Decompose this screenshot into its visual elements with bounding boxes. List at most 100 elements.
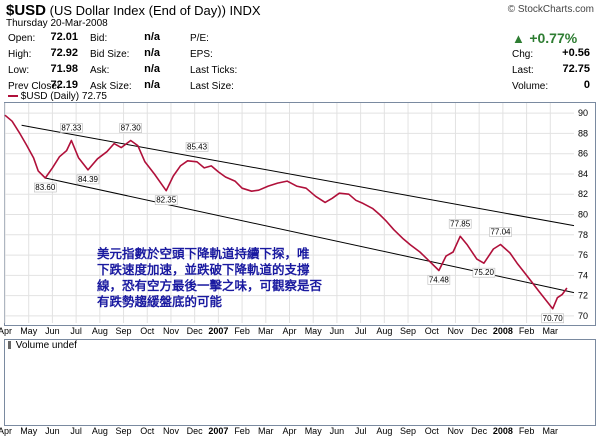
prev-close-value: 72.19 — [50, 79, 78, 91]
peak-label-box — [427, 275, 451, 285]
x-tick-label-bottom: May — [305, 426, 323, 436]
pct-change-value: +0.77% — [529, 30, 578, 46]
y-tick-label: 90 — [578, 108, 588, 118]
y-tick-label: 74 — [578, 270, 588, 280]
x-tick-label-bottom: Feb — [519, 426, 535, 436]
x-tick-label-bottom: Sep — [116, 426, 132, 436]
peak-label: 77.85 — [450, 219, 471, 228]
x-tick-label: Aug — [92, 326, 108, 336]
ask-size-label: Ask Size: — [90, 81, 132, 92]
x-tick-label-bottom: Dec — [471, 426, 488, 436]
y-tick-label: 70 — [578, 311, 588, 321]
x-tick-label: Jun — [330, 326, 345, 336]
quote-date: Thursday 20-Mar-2008 — [6, 18, 108, 29]
peak-label-box — [185, 142, 209, 152]
volume-panel — [4, 339, 596, 426]
pe-label: P/E: — [190, 33, 209, 44]
x-tick-label-bottom: Aug — [92, 426, 108, 436]
x-tick-label-bottom: May — [20, 426, 38, 436]
price-panel-label-text: $USD (Daily) 72.75 — [20, 91, 107, 102]
x-tick-label: Jul — [355, 326, 367, 336]
index-name: (US Dollar Index (End of Day)) — [49, 3, 226, 18]
y-tick-label: 72 — [578, 291, 588, 301]
x-tick-label: 2007 — [208, 326, 228, 336]
x-tick-label-bottom: Jun — [330, 426, 345, 436]
x-tick-label-bottom: Feb — [234, 426, 250, 436]
peak-label: 82.35 — [156, 196, 177, 205]
x-tick-label-bottom: Oct — [140, 426, 155, 436]
low-value: 71.98 — [50, 63, 78, 75]
bid-size-label: Bid Size: — [90, 49, 130, 60]
x-tick-label: Sep — [116, 326, 132, 336]
peak-label-box — [154, 195, 178, 205]
peak-label: 83.60 — [35, 183, 56, 192]
y-tick-label: 76 — [578, 250, 588, 260]
x-tick-label: Jun — [45, 326, 60, 336]
chg-value: +0.56 — [562, 47, 590, 59]
high-value: 72.92 — [50, 47, 78, 59]
x-tick-label-bottom: Jul — [70, 426, 82, 436]
x-tick-label-bottom: Dec — [187, 426, 204, 436]
peak-label-box — [489, 227, 512, 237]
peak-label-box — [76, 174, 100, 185]
pct-change: ▲ +0.77% — [512, 30, 577, 48]
x-tick-label-bottom: 2008 — [493, 426, 513, 436]
chart-title: $USD (US Dollar Index (End of Day)) INDX — [6, 2, 261, 19]
up-arrow-icon: ▲ — [512, 31, 525, 46]
price-line — [4, 114, 568, 310]
x-tick-label: Jul — [70, 326, 82, 336]
eps-label: EPS: — [190, 49, 213, 60]
symbol-text: $USD — [6, 2, 47, 19]
peak-label: 87.33 — [61, 124, 82, 133]
x-tick-label: Aug — [376, 326, 392, 336]
x-tick-label: Sep — [400, 326, 416, 336]
peak-label-box — [472, 267, 496, 278]
ask-value: n/a — [144, 63, 160, 75]
x-tick-label: Nov — [447, 326, 464, 336]
y-tick-label: 80 — [578, 210, 588, 220]
bid-label: Bid: — [90, 33, 108, 44]
last-label: Last: — [512, 65, 534, 76]
volume-legend-icon — [8, 341, 11, 350]
y-tick-label: 78 — [578, 230, 588, 240]
peak-label: 77.04 — [490, 228, 511, 237]
chg-label: Chg: — [512, 49, 534, 60]
peak-label-box — [34, 182, 57, 193]
ask-label: Ask: — [90, 65, 110, 76]
prev-close-label: Prev Close: — [8, 81, 60, 92]
low-label: Low: — [8, 65, 30, 76]
trendline — [21, 124, 575, 227]
x-tick-label-bottom: Aug — [376, 426, 392, 436]
x-tick-label: Apr — [0, 326, 12, 336]
peak-label: 74.48 — [429, 275, 450, 284]
x-tick-label: Mar — [258, 326, 274, 336]
x-tick-label: Dec — [471, 326, 488, 336]
x-tick-label: May — [20, 326, 38, 336]
volume-panel-label: Volume undef — [8, 340, 77, 351]
x-tick-label-bottom: Mar — [258, 426, 274, 436]
last-ticks-label: Last Ticks: — [190, 65, 238, 76]
peak-label: 70.70 — [543, 314, 564, 323]
x-tick-label: Dec — [187, 326, 204, 336]
line-legend-icon — [8, 95, 18, 98]
high-label: High: — [8, 49, 32, 60]
x-tick-label: Oct — [425, 326, 440, 336]
x-tick-label-bottom: Jul — [355, 426, 367, 436]
y-tick-label: 88 — [578, 128, 588, 138]
x-tick-label: May — [305, 326, 323, 336]
volume-panel-label-text: Volume undef — [15, 340, 77, 351]
x-tick-label: Apr — [282, 326, 296, 336]
peak-label: 87.30 — [121, 124, 142, 133]
x-tick-label-bottom: Oct — [425, 426, 440, 436]
source-credit: © StockCharts.com — [507, 4, 594, 15]
last-value: 72.75 — [562, 63, 590, 75]
x-tick-label: 2008 — [493, 326, 513, 336]
x-tick-label: Nov — [163, 326, 180, 336]
peak-label-box — [448, 219, 472, 229]
peak-label: 84.39 — [78, 175, 99, 184]
peak-label-box — [541, 313, 564, 324]
peak-label-box — [60, 123, 83, 133]
x-tick-label-bottom: Apr — [282, 426, 296, 436]
